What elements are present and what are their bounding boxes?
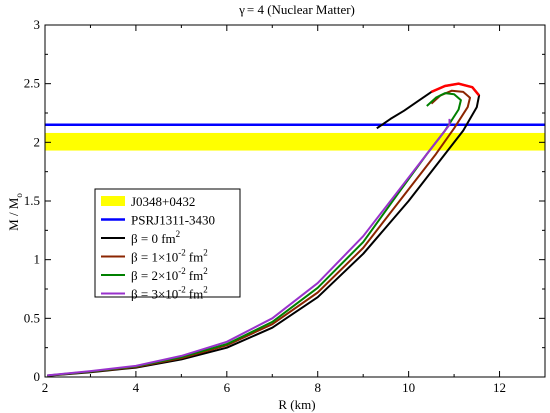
y-axis-label-main: M / M: [6, 197, 21, 231]
plot-frame: [44, 24, 546, 378]
y-tick-label-0: 0: [34, 369, 41, 384]
legend-label-3: β = 1×10-2 fm2: [131, 248, 208, 265]
title-symbol: γ: [238, 2, 245, 17]
plot-area: [45, 82, 545, 377]
y-tick-label-2: 1: [34, 252, 41, 267]
legend-label-4: β = 2×10-2 fm2: [131, 266, 208, 283]
y-tick-label-5: 2.5: [24, 76, 40, 91]
y-axis-label-sub: o: [14, 193, 24, 198]
legend-label-0: J0348+0432: [131, 194, 195, 209]
series-highlight-0: [430, 82, 481, 97]
x-axis-label: R (km): [278, 397, 315, 412]
legend-label-2: β = 0 fm2: [131, 229, 180, 246]
legend-label-1: PSRJ1311-3430: [131, 213, 215, 228]
y-tick-label-6: 3: [34, 17, 41, 32]
series-line-3: [47, 118, 451, 377]
y-tick-label-3: 1.5: [24, 193, 40, 208]
y-tick-label-4: 2: [34, 134, 41, 149]
chart-title: γ = 4 (Nuclear Matter): [238, 2, 355, 17]
x-tick-label-1: 4: [133, 380, 140, 395]
x-tick-label-5: 12: [493, 380, 506, 395]
x-tick-label-2: 6: [224, 380, 231, 395]
x-tick-label-4: 10: [402, 380, 415, 395]
series-line-0: [47, 82, 481, 377]
x-tick-label-0: 2: [42, 380, 49, 395]
axis-ticks: 2 4 6 8 10 12 0 0.5 1 1.5 2 2.5 3: [24, 17, 545, 395]
legend-label-5: β = 3×10-2 fm2: [131, 285, 208, 302]
band-0: [45, 132, 545, 151]
x-tick-label-3: 8: [314, 380, 321, 395]
y-tick-label-1: 0.5: [24, 310, 40, 325]
legend-swatch-0: [101, 196, 125, 206]
title-text: = 4 (Nuclear Matter): [247, 2, 355, 17]
legend-box: [94, 188, 241, 298]
y-axis-label: M / Mo: [6, 193, 24, 231]
